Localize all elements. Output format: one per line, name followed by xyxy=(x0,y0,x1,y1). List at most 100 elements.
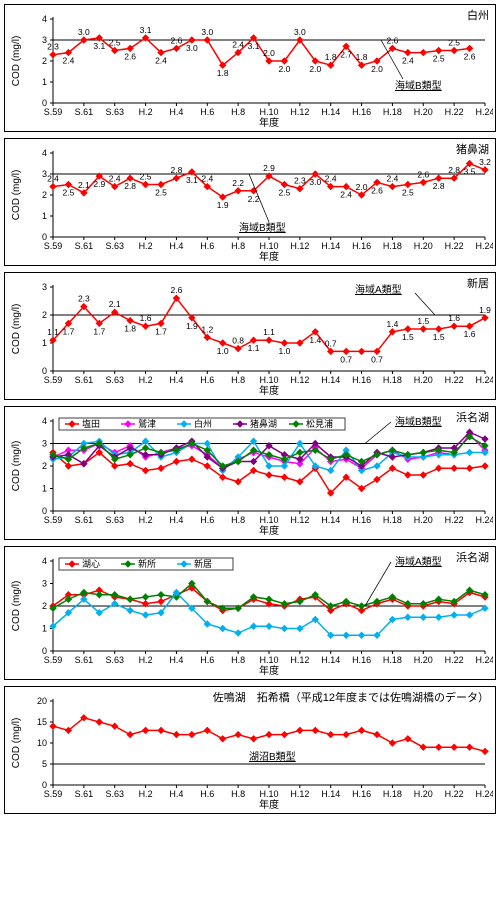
svg-text:COD (mg/l): COD (mg/l) xyxy=(11,718,22,769)
svg-text:H.18: H.18 xyxy=(383,789,402,799)
svg-text:2.0: 2.0 xyxy=(309,64,321,74)
svg-text:S.61: S.61 xyxy=(75,515,94,525)
svg-text:1.5: 1.5 xyxy=(433,332,445,342)
svg-text:3.0: 3.0 xyxy=(201,27,213,37)
svg-text:1.0: 1.0 xyxy=(217,346,229,356)
svg-text:H.2: H.2 xyxy=(139,241,153,251)
svg-text:2.6: 2.6 xyxy=(387,35,399,45)
svg-text:H.12: H.12 xyxy=(290,789,309,799)
svg-text:H.14: H.14 xyxy=(321,655,340,665)
svg-text:海域A類型: 海域A類型 xyxy=(395,555,442,568)
svg-text:COD (mg/l): COD (mg/l) xyxy=(11,36,22,87)
chart-白州: 白州01234COD (mg/l)S.59S.61S.63H.2H.4H.6H.… xyxy=(4,4,496,132)
svg-text:H.12: H.12 xyxy=(290,241,309,251)
svg-text:2.6: 2.6 xyxy=(464,51,476,61)
svg-text:2.9: 2.9 xyxy=(263,163,275,173)
svg-text:H.8: H.8 xyxy=(231,107,245,117)
svg-text:4: 4 xyxy=(42,14,47,24)
svg-text:S.63: S.63 xyxy=(105,655,124,665)
svg-text:3.5: 3.5 xyxy=(464,167,476,177)
svg-text:2.5: 2.5 xyxy=(402,188,414,198)
svg-text:H.10: H.10 xyxy=(259,375,278,385)
svg-text:H.20: H.20 xyxy=(414,655,433,665)
svg-text:2.4: 2.4 xyxy=(402,56,414,66)
svg-text:H.24: H.24 xyxy=(475,789,493,799)
svg-text:H.2: H.2 xyxy=(139,789,153,799)
svg-text:3.0: 3.0 xyxy=(309,177,321,187)
svg-text:H.16: H.16 xyxy=(352,655,371,665)
svg-text:1.6: 1.6 xyxy=(140,313,152,323)
svg-text:H.12: H.12 xyxy=(290,515,309,525)
svg-text:新居: 新居 xyxy=(194,558,212,569)
svg-text:1: 1 xyxy=(42,338,47,348)
svg-text:H.6: H.6 xyxy=(200,655,214,665)
svg-text:年度: 年度 xyxy=(259,664,279,677)
svg-text:H.16: H.16 xyxy=(352,375,371,385)
svg-text:2.6: 2.6 xyxy=(171,35,183,45)
svg-text:H.18: H.18 xyxy=(383,107,402,117)
chart-浜名湖: 浜名湖01234COD (mg/l)S.59S.61S.63H.2H.4H.6H… xyxy=(4,406,496,540)
chart-佐鳴湖 拓希橋（平成12年度までは佐鳴湖橋のデータ）: 佐鳴湖 拓希橋（平成12年度までは佐鳴湖橋のデータ）05101520COD (m… xyxy=(4,686,496,814)
svg-text:H.20: H.20 xyxy=(414,107,433,117)
svg-text:S.63: S.63 xyxy=(105,241,124,251)
svg-text:4: 4 xyxy=(42,416,47,426)
svg-text:H.18: H.18 xyxy=(383,375,402,385)
svg-text:H.6: H.6 xyxy=(200,107,214,117)
svg-text:2.8: 2.8 xyxy=(433,181,445,191)
svg-text:H.4: H.4 xyxy=(169,375,183,385)
svg-text:H.24: H.24 xyxy=(475,107,493,117)
svg-text:年度: 年度 xyxy=(259,384,279,397)
svg-text:1: 1 xyxy=(42,624,47,634)
svg-text:H.8: H.8 xyxy=(231,655,245,665)
svg-text:H.24: H.24 xyxy=(475,655,493,665)
svg-text:海域B類型: 海域B類型 xyxy=(395,415,442,428)
svg-text:H.16: H.16 xyxy=(352,515,371,525)
svg-text:年度: 年度 xyxy=(259,250,279,263)
svg-text:2.4: 2.4 xyxy=(340,190,352,200)
svg-text:2.2: 2.2 xyxy=(232,178,244,188)
svg-text:3.1: 3.1 xyxy=(186,175,198,185)
svg-text:猪鼻湖: 猪鼻湖 xyxy=(250,418,277,429)
svg-text:2.8: 2.8 xyxy=(171,165,183,175)
svg-text:S.59: S.59 xyxy=(44,789,63,799)
svg-text:3.0: 3.0 xyxy=(294,27,306,37)
svg-text:2.4: 2.4 xyxy=(387,174,399,184)
svg-text:2.3: 2.3 xyxy=(78,294,90,304)
svg-text:2.8: 2.8 xyxy=(448,165,460,175)
svg-text:2.0: 2.0 xyxy=(371,64,383,74)
chart-title: 猪鼻湖 xyxy=(456,141,489,157)
svg-text:H.22: H.22 xyxy=(445,241,464,251)
svg-text:2.0: 2.0 xyxy=(356,182,368,192)
svg-text:H.4: H.4 xyxy=(169,241,183,251)
svg-text:1.8: 1.8 xyxy=(217,68,229,78)
svg-text:S.63: S.63 xyxy=(105,375,124,385)
svg-text:1.1: 1.1 xyxy=(47,327,59,337)
svg-text:H.18: H.18 xyxy=(383,241,402,251)
chart-新居: 新居0123COD (mg/l)S.59S.61S.63H.2H.4H.6H.8… xyxy=(4,272,496,400)
svg-text:3.2: 3.2 xyxy=(479,157,491,167)
svg-text:H.20: H.20 xyxy=(414,789,433,799)
svg-text:H.6: H.6 xyxy=(200,515,214,525)
svg-text:2.5: 2.5 xyxy=(109,38,121,48)
svg-text:S.63: S.63 xyxy=(105,107,124,117)
svg-text:S.59: S.59 xyxy=(44,655,63,665)
svg-text:1.1: 1.1 xyxy=(263,327,275,337)
svg-text:2.4: 2.4 xyxy=(47,174,59,184)
chart-title: 浜名湖 xyxy=(456,549,489,565)
svg-text:S.61: S.61 xyxy=(75,789,94,799)
svg-text:2.4: 2.4 xyxy=(109,174,121,184)
svg-text:0.7: 0.7 xyxy=(325,338,337,348)
svg-text:2.6: 2.6 xyxy=(171,285,183,295)
svg-text:S.59: S.59 xyxy=(44,375,63,385)
svg-text:2: 2 xyxy=(42,461,47,471)
svg-text:2.6: 2.6 xyxy=(417,169,429,179)
svg-text:H.2: H.2 xyxy=(139,107,153,117)
svg-text:3: 3 xyxy=(42,439,47,449)
svg-text:2.0: 2.0 xyxy=(263,48,275,58)
svg-text:H.16: H.16 xyxy=(352,789,371,799)
svg-text:H.4: H.4 xyxy=(169,789,183,799)
svg-text:COD (mg/l): COD (mg/l) xyxy=(11,304,22,355)
svg-text:2.5: 2.5 xyxy=(433,54,445,64)
svg-text:H.4: H.4 xyxy=(169,515,183,525)
chart-title: 浜名湖 xyxy=(456,409,489,425)
